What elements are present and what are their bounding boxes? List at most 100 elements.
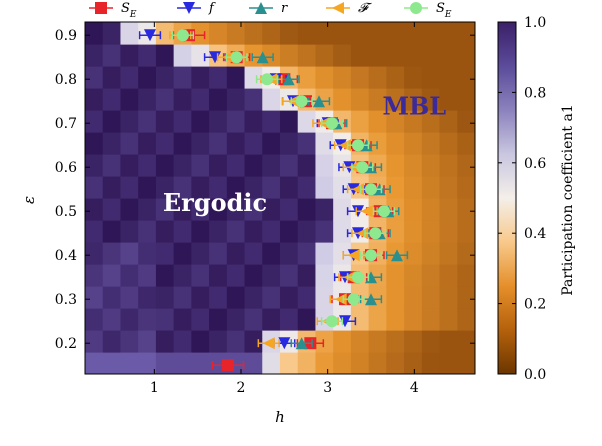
heatmap-cell [138,308,157,331]
heatmap-cell [155,176,175,199]
heatmap-cell [155,198,175,221]
heatmap-cell [244,198,263,221]
heatmap-cell [102,44,122,67]
legend-entry: f [177,1,216,16]
heatmap-cell [155,132,175,155]
data-point [282,73,295,86]
data-point [369,227,382,240]
heatmap-cell [138,44,157,67]
heatmap-cell [315,22,334,45]
heatmap-cell [439,22,458,45]
heatmap-cell [404,286,423,309]
heatmap-cell [85,308,104,331]
heatmap-cell [102,330,122,353]
heatmap-cell [404,330,423,353]
heatmap-cell [457,176,475,199]
heatmap-cell [155,220,175,243]
heatmap-cell [457,132,475,155]
heatmap-cell [191,264,210,287]
data-point [256,51,269,64]
heatmap-cell [191,66,210,89]
heatmap-cell [138,220,157,243]
heatmap-cell [280,22,299,45]
heatmap-cell [138,176,157,199]
heatmap-cell [439,220,458,243]
heatmap-cell [439,88,458,111]
heatmap-cell [262,44,281,67]
y-tick-label: 0.5 [55,204,77,220]
heatmap-cell [155,308,175,331]
heatmap-cell [350,66,370,89]
y-tick-label: 0.4 [55,248,77,264]
y-tick-label: 0.2 [55,336,77,352]
heatmap-cell [404,264,423,287]
heatmap-cell [439,330,458,353]
heatmap-cell [333,330,352,353]
legend-entry: SE [89,1,137,20]
heatmap-cell [102,66,122,89]
heatmap-cell [386,66,405,89]
data-point [326,315,338,328]
heatmap-cell [102,88,122,111]
heatmap-cell [262,286,281,309]
data-point [360,205,373,218]
data-point [391,249,403,262]
heatmap-cell [85,132,104,155]
heatmap-cell [439,264,458,287]
legend-label: 𝓕 [358,1,372,16]
heatmap-cell [226,220,246,243]
heatmap-cell [262,264,281,287]
colorbar: 0.0 0.2 0.4 0.6 0.8 1.0 [497,15,546,383]
heatmap-cell [173,66,192,89]
heatmap-cell [386,220,405,243]
heatmap-cell [85,352,104,374]
heatmap-cell [297,198,317,221]
heatmap-cell [120,66,139,89]
heatmap-cell [155,154,175,177]
x-axis-label: h [275,408,285,426]
heatmap-cell [386,154,405,177]
heatmap-cell [226,154,246,177]
heatmap-cell [262,308,281,331]
data-point [144,29,156,42]
heatmap-cell [386,286,405,309]
heatmap-cell [421,110,441,133]
data-point [222,359,234,372]
data-point [313,95,325,108]
heatmap-cell [439,176,458,199]
heatmap-cell [226,110,246,133]
heatmap-cell [120,264,139,287]
heatmap-cell [333,44,352,67]
heatmap-cell [386,44,405,67]
heatmap-cell [421,352,441,374]
heatmap-cell [173,220,192,243]
data-point [230,51,243,64]
heatmap-cell [191,88,210,111]
heatmap-cell [226,264,246,287]
colorbar-tick-label: 0.2 [524,297,546,313]
plot-frame [84,21,476,375]
heatmap-cell [209,264,228,287]
heatmap-cell [421,88,441,111]
heatmap-cell [439,44,458,67]
heatmap-cell [368,22,387,45]
heatmap-cell [333,242,352,265]
heatmap-cell [209,286,228,309]
heatmap-cell [421,198,441,221]
heatmap-cell [244,22,263,45]
heatmap-cell [244,132,263,155]
heatmap-cell [404,220,423,243]
heatmap-cell [262,88,281,111]
heatmap-cell [85,264,104,287]
heatmap-cell [262,154,281,177]
heatmap-cell [191,308,210,331]
heatmap-cell [333,352,352,374]
data-point [365,249,377,262]
data-point [261,73,273,86]
colorbar-tick-label: 1.0 [524,15,546,31]
heatmap-cell [297,286,317,309]
heatmap-cell [315,132,334,155]
heatmap-cell [120,308,139,331]
heatmap-cell [155,242,175,265]
